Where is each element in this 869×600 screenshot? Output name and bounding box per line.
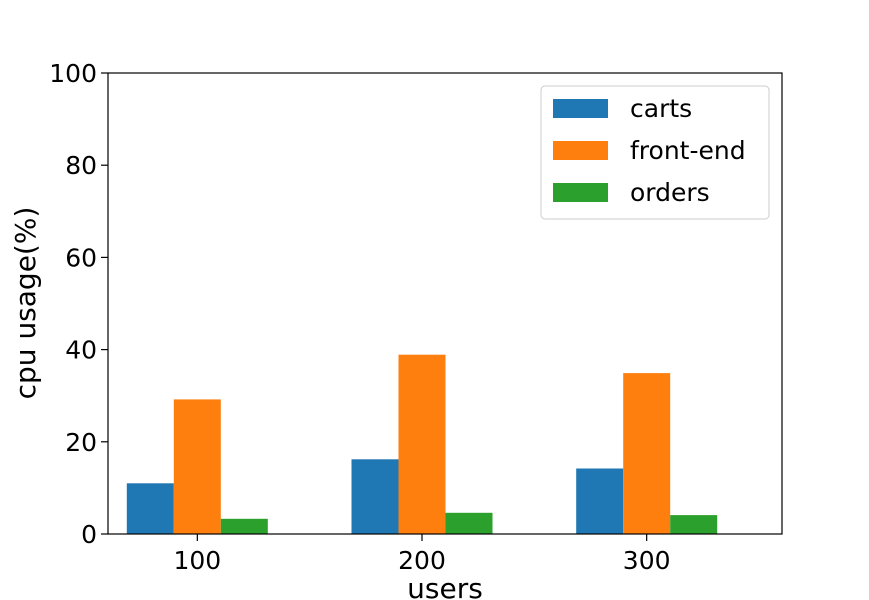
legend-label-front-end: front-end [630,136,746,165]
bar-front-end-200 [398,354,446,534]
bar-orders-300 [670,515,718,534]
legend: carts front-end orders [540,85,770,220]
legend-swatch-carts [553,99,608,118]
y-tick-label: 40 [65,336,97,365]
legend-swatch-orders [553,183,608,202]
x-tick-label: 300 [623,546,671,575]
legend-label-carts: carts [630,94,692,123]
plot-frame [107,72,783,535]
y-tick-label: 0 [81,520,97,549]
x-tick-label: 100 [173,546,221,575]
bars-layer [126,354,718,534]
y-tick-label: 80 [65,151,97,180]
y-tick-label: 100 [49,59,97,88]
bar-orders-200 [445,512,493,534]
x-axis-label: users [407,572,483,600]
y-tick-label: 60 [65,243,97,272]
bar-front-end-300 [623,373,671,534]
bar-carts-200 [351,459,399,534]
bar-carts-300 [576,468,624,534]
legend-items: carts front-end orders [553,94,746,207]
x-axis: 100 200 300 [173,534,671,575]
y-axis: 0 20 40 60 80 100 [49,59,108,549]
legend-label-orders: orders [630,178,710,207]
bar-carts-100 [126,483,174,534]
y-tick-label: 20 [65,428,97,457]
bar-front-end-100 [173,399,221,534]
legend-swatch-front-end [553,141,608,160]
bar-orders-100 [220,518,268,534]
y-axis-label: cpu usage(%) [9,207,42,400]
x-tick-label: 200 [398,546,446,575]
